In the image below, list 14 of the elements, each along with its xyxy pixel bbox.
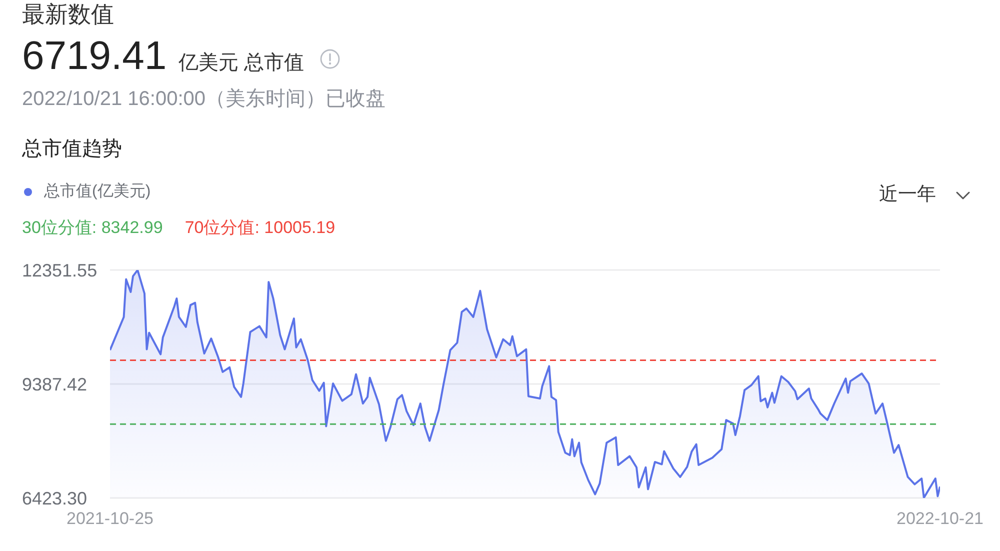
ref-line-label: 30位分值: 8342.99	[22, 217, 163, 239]
chart-title: 总市值趋势	[22, 138, 122, 160]
text: 亿美元 总市值	[178, 51, 304, 76]
y-tick-label: 6423.30	[22, 488, 88, 508]
ref-line-label: 70位分值: 10005.19	[184, 217, 336, 239]
y-tick-label: 12351.55	[22, 260, 98, 280]
x-tick-label: 2022-10-21	[896, 508, 984, 528]
text: 近一年	[879, 183, 936, 207]
text: 6719.41	[22, 33, 167, 80]
x-tick-label: 2021-10-25	[66, 508, 154, 528]
text: 最新数值	[22, 1, 114, 27]
y-tick-label: 9387.42	[22, 374, 88, 394]
legend-label: 总市值(亿美元)	[44, 182, 151, 202]
text: 2022/10/21 16:00:00（美东时间）已收盘	[22, 88, 386, 110]
